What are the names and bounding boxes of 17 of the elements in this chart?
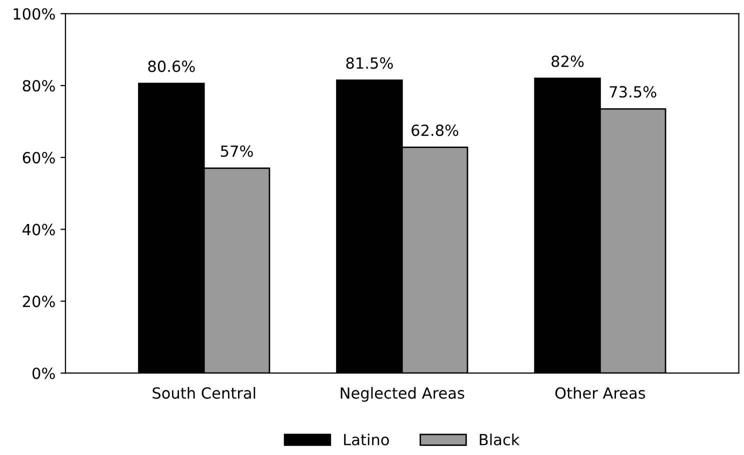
data-label: 81.5% bbox=[346, 57, 393, 69]
y-tick-label: 40% bbox=[22, 224, 55, 236]
x-tick-label: Other Areas bbox=[555, 386, 646, 399]
data-label: 62.8% bbox=[412, 124, 458, 136]
data-label: 82% bbox=[552, 56, 584, 68]
y-tick-label: 20% bbox=[22, 296, 55, 308]
data-label: 57% bbox=[220, 145, 253, 157]
x-tick-label: South Central bbox=[152, 386, 256, 399]
legend-label: Black bbox=[480, 434, 520, 446]
y-tick-label: 100% bbox=[14, 8, 55, 20]
legend-label: Latino bbox=[344, 434, 389, 446]
data-label: 73.5% bbox=[610, 86, 656, 98]
data-label: 80.6% bbox=[148, 60, 195, 72]
y-tick-label: 0% bbox=[32, 368, 55, 380]
y-tick-label: 60% bbox=[22, 152, 55, 164]
y-tick-label: 80% bbox=[22, 80, 55, 92]
x-tick-label: Neglected Areas bbox=[340, 386, 464, 402]
